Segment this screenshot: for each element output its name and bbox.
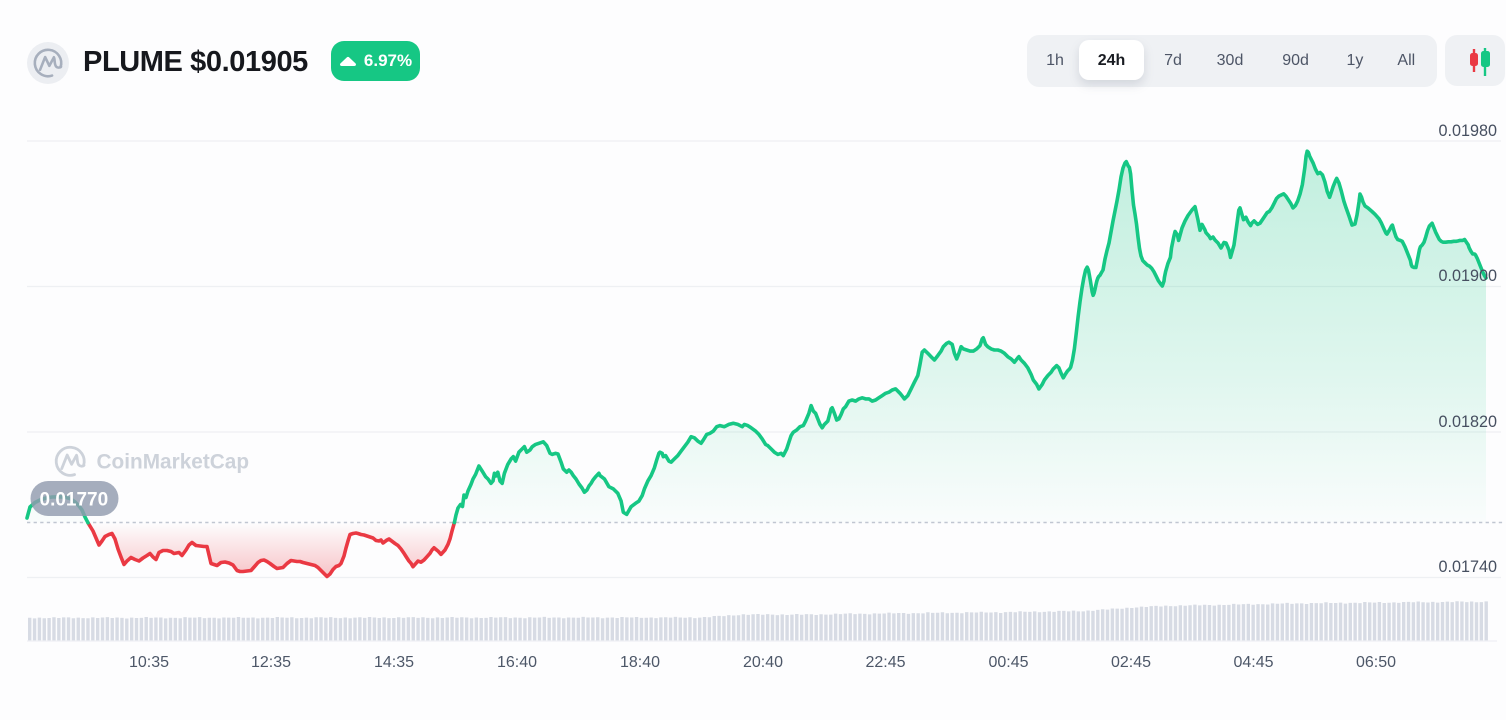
svg-text:0.01770: 0.01770 — [40, 490, 109, 511]
svg-text:CoinMarketCap: CoinMarketCap — [97, 451, 250, 474]
